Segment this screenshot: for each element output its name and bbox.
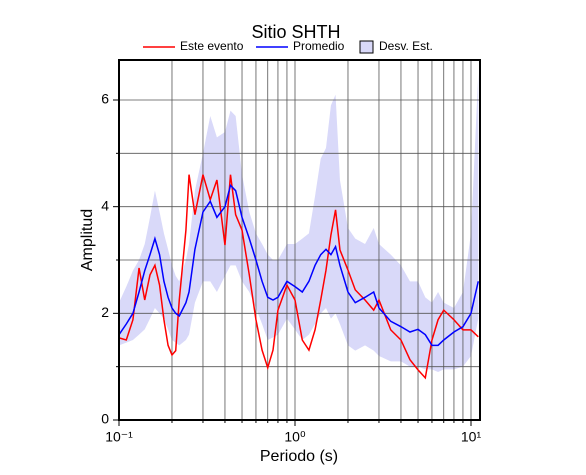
std-band xyxy=(119,73,479,372)
legend-label: Desv. Est. xyxy=(379,39,433,53)
legend-swatch xyxy=(359,40,374,54)
y-tick-label: 0 xyxy=(101,411,109,427)
plot-frame xyxy=(118,59,481,421)
y-tick-label: 6 xyxy=(101,91,109,107)
y-tick-label: 2 xyxy=(101,304,109,320)
y-tick-label: 4 xyxy=(101,197,109,213)
legend-label: Este evento xyxy=(180,39,244,53)
y-axis-label: Amplitud xyxy=(79,209,96,271)
legend-label: Promedio xyxy=(293,39,345,53)
x-tick-label: 10¹ xyxy=(461,429,482,445)
series-line xyxy=(118,174,479,380)
x-axis-label: Periodo (s) xyxy=(260,448,338,465)
series-line xyxy=(118,183,480,347)
x-tick-label: 10⁰ xyxy=(284,429,306,445)
x-tick-label: 10⁻¹ xyxy=(105,429,133,445)
chart-title: Sitio SHTH xyxy=(251,22,340,42)
